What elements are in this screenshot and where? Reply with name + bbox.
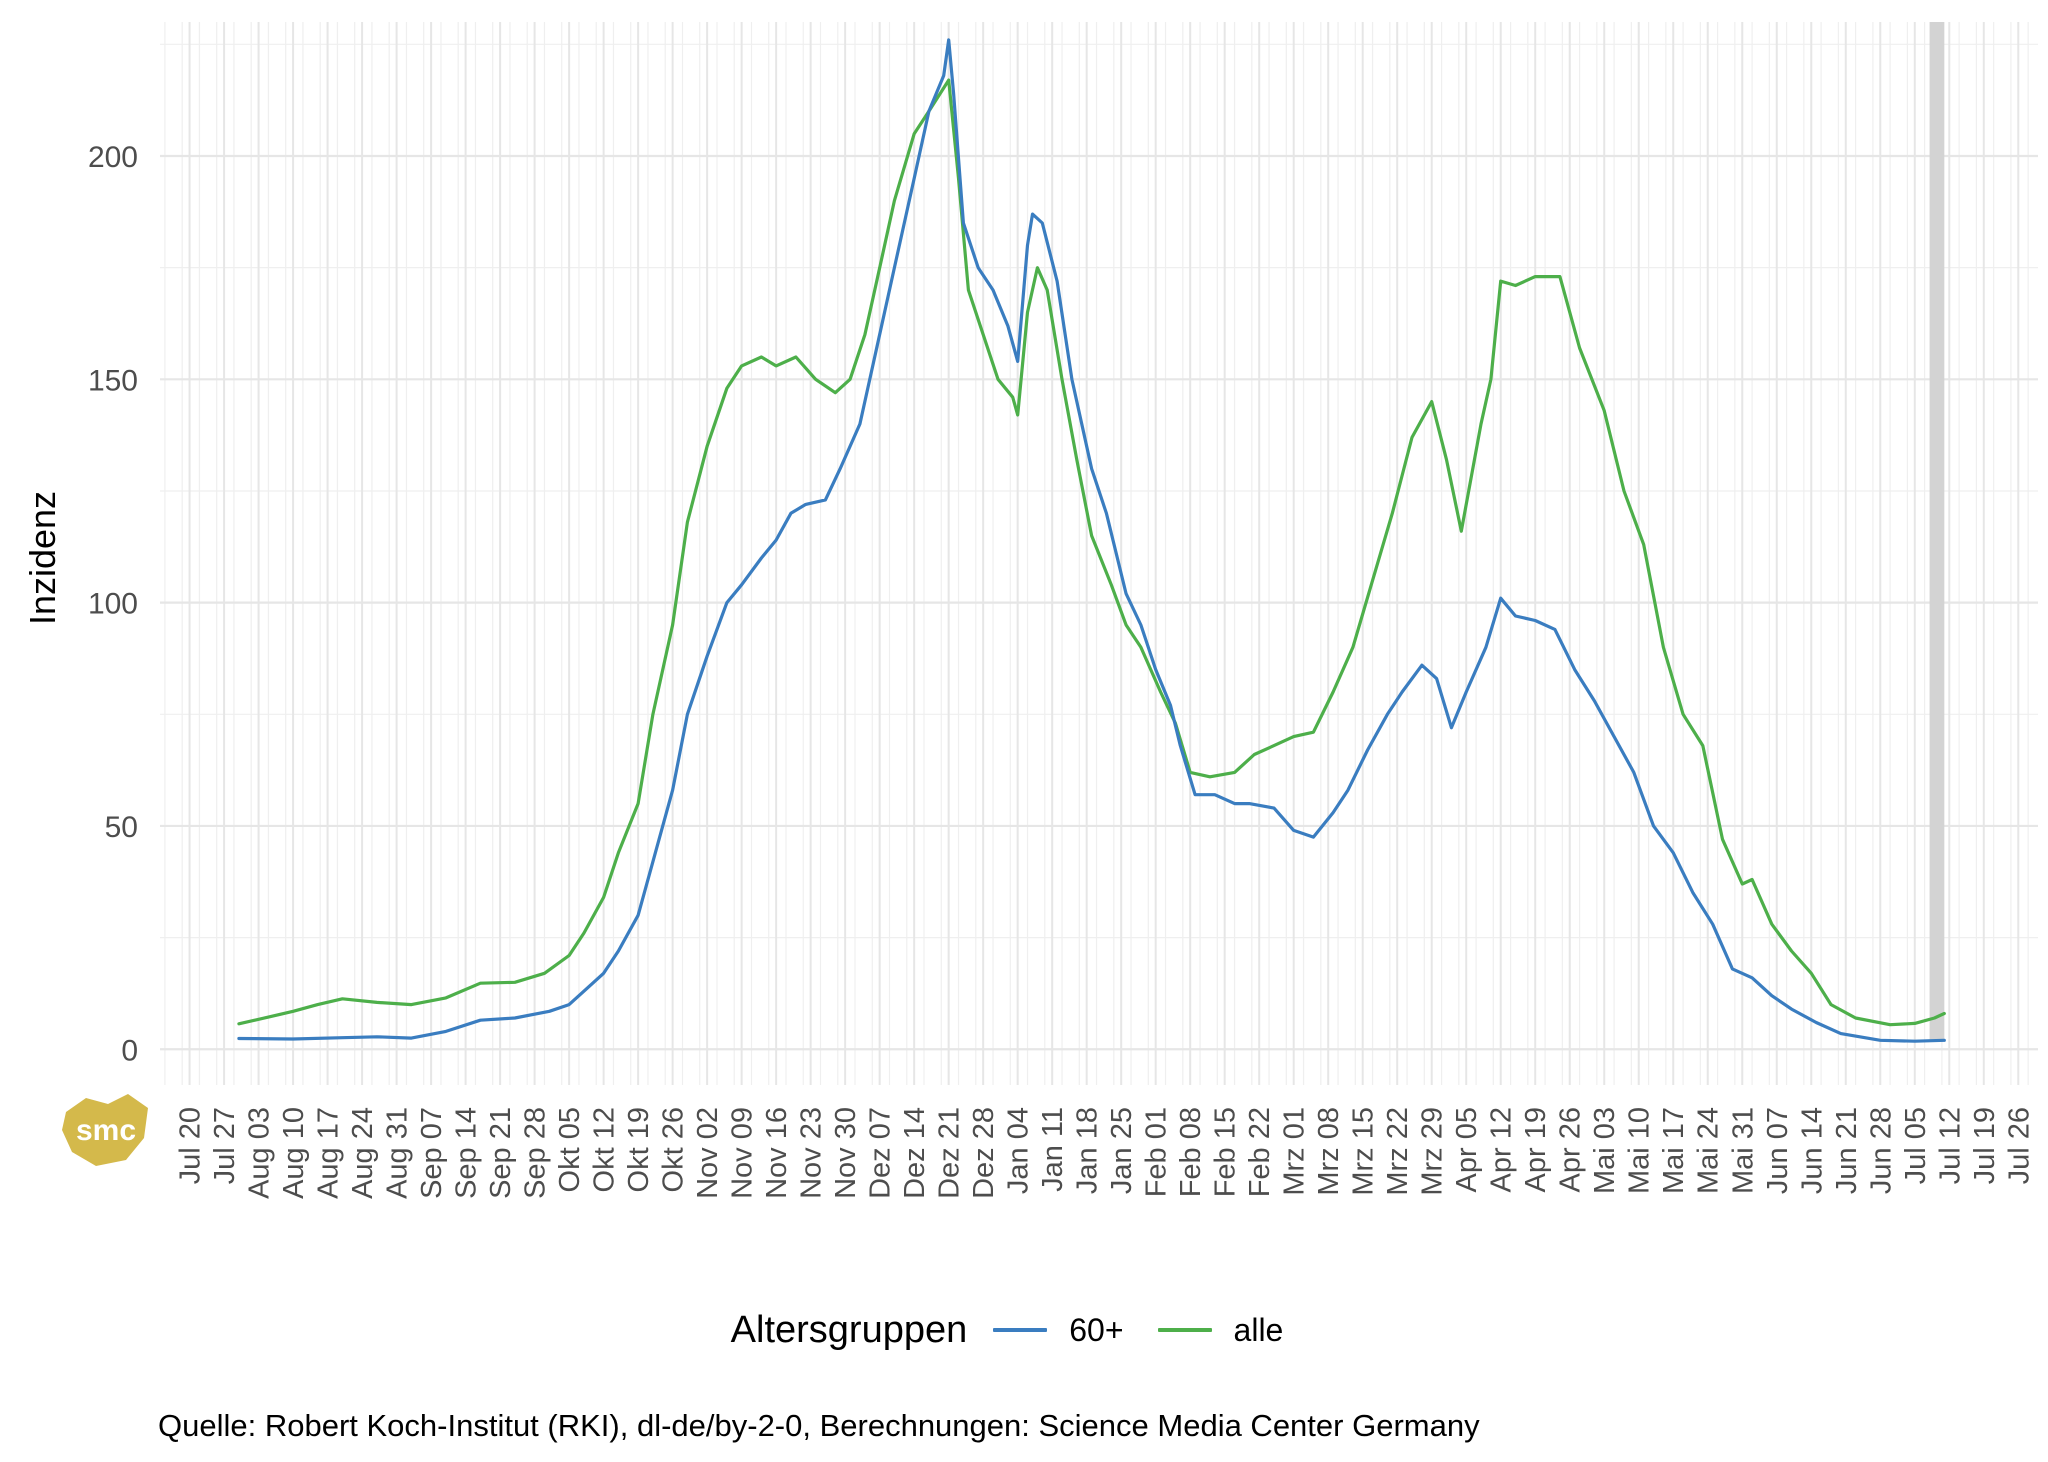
x-tick-label: Dez 28: [968, 1107, 1000, 1199]
x-tick-label: Sep 21: [485, 1107, 517, 1199]
x-tick-label: Jan 18: [1072, 1107, 1104, 1194]
x-tick-label: Jun 21: [1831, 1107, 1863, 1194]
x-tick-label: Mai 31: [1727, 1107, 1759, 1194]
y-axis-tick-labels: 0 50 100 150 200: [88, 141, 138, 1067]
x-tick-label: Mai 10: [1624, 1107, 1656, 1194]
x-tick-label: Jun 07: [1762, 1107, 1794, 1194]
x-tick-label: Apr 12: [1486, 1107, 1518, 1192]
x-tick-label: Okt 12: [589, 1107, 621, 1192]
x-tick-label: Jul 19: [1969, 1107, 2001, 1184]
x-tick-label: Jul 20: [175, 1107, 207, 1184]
x-tick-label: Sep 28: [520, 1107, 552, 1199]
smc-logo-icon: smc: [62, 1094, 148, 1166]
x-tick-label: Aug 03: [244, 1107, 276, 1199]
x-tick-label: Jul 27: [209, 1107, 241, 1184]
legend-key-alle: [1157, 1328, 1212, 1332]
x-tick-label: Mai 03: [1589, 1107, 1621, 1194]
major-gridlines: [160, 22, 2038, 1085]
x-tick-label: Mai 17: [1658, 1107, 1690, 1194]
series-lines: [237, 38, 1946, 1043]
x-tick-label: Jun 28: [1865, 1107, 1897, 1194]
x-tick-label: Mai 24: [1693, 1107, 1725, 1194]
legend-key-60plus: [993, 1328, 1048, 1332]
x-tick-label: Nov 30: [830, 1107, 862, 1199]
x-tick-label: Dez 07: [865, 1107, 897, 1199]
highlight-band-rect: [1929, 22, 1945, 1041]
x-tick-label: Jul 05: [1900, 1107, 1932, 1184]
x-tick-label: Jul 12: [1934, 1107, 1966, 1184]
source-caption: Quelle: Robert Koch-Institut (RKI), dl-d…: [158, 1408, 1480, 1443]
x-axis-tick-labels: Jul 20 Jul 27 Aug 03 Aug 10 Aug 17 Aug 24 Aug …: [175, 1107, 2036, 1199]
y-tick-label: 100: [88, 588, 138, 621]
x-tick-label: Jan 25: [1106, 1107, 1138, 1194]
highlight-band: [1929, 22, 1945, 1041]
x-tick-label: Feb 22: [1244, 1107, 1276, 1197]
smc-logo-text: smc: [76, 1114, 136, 1147]
x-tick-label: Nov 02: [692, 1107, 724, 1199]
x-tick-label: Feb 15: [1210, 1107, 1242, 1197]
x-tick-label: Mrz 22: [1382, 1107, 1414, 1196]
x-tick-label: Mrz 01: [1279, 1107, 1311, 1196]
y-tick-label: 150: [88, 364, 138, 397]
legend-label-60plus: 60+: [1069, 1311, 1124, 1348]
series-line-alle: [237, 78, 1946, 1027]
x-tick-label: Mrz 29: [1417, 1107, 1449, 1196]
x-tick-label: Jan 04: [1003, 1107, 1035, 1194]
x-tick-label: Dez 21: [934, 1107, 966, 1199]
legend-item-alle: alle: [1157, 1311, 1284, 1349]
x-tick-label: Mrz 15: [1348, 1107, 1380, 1196]
y-tick-label: 0: [121, 1034, 138, 1067]
x-tick-label: Jul 26: [2003, 1107, 2035, 1184]
x-tick-label: Jan 11: [1037, 1107, 1069, 1192]
x-tick-label: Aug 31: [382, 1107, 414, 1199]
x-tick-label: Sep 14: [451, 1107, 483, 1199]
x-tick-label: Okt 19: [623, 1107, 655, 1192]
x-tick-label: Aug 24: [347, 1107, 379, 1199]
x-tick-label: Feb 01: [1141, 1107, 1173, 1197]
legend: Altersgruppen 60+ alle: [0, 1300, 2048, 1360]
legend-label-alle: alle: [1233, 1311, 1284, 1348]
y-tick-label: 50: [105, 811, 138, 844]
x-tick-label: Nov 16: [761, 1107, 793, 1199]
smc-logo: smc: [56, 1090, 156, 1170]
x-tick-label: Aug 17: [313, 1107, 345, 1199]
x-tick-label: Jun 14: [1796, 1107, 1828, 1194]
x-tick-label: Sep 07: [416, 1107, 448, 1199]
y-tick-label: 200: [88, 141, 138, 174]
legend-item-60plus: 60+: [993, 1311, 1124, 1349]
y-axis-label: Inzidenz: [22, 491, 63, 625]
x-tick-label: Dez 14: [899, 1107, 931, 1199]
x-tick-label: Feb 08: [1175, 1107, 1207, 1197]
x-tick-label: Apr 26: [1555, 1107, 1587, 1192]
legend-title: Altersgruppen: [730, 1308, 968, 1351]
x-tick-label: Apr 19: [1520, 1107, 1552, 1192]
x-tick-label: Apr 05: [1451, 1107, 1483, 1192]
x-tick-label: Aug 10: [278, 1107, 310, 1199]
x-tick-label: Okt 26: [658, 1107, 690, 1192]
x-tick-label: Nov 23: [796, 1107, 828, 1199]
x-tick-label: Nov 09: [727, 1107, 759, 1199]
x-tick-label: Mrz 08: [1313, 1107, 1345, 1196]
x-tick-label: Okt 05: [554, 1107, 586, 1192]
series-line-60plus: [237, 38, 1946, 1043]
